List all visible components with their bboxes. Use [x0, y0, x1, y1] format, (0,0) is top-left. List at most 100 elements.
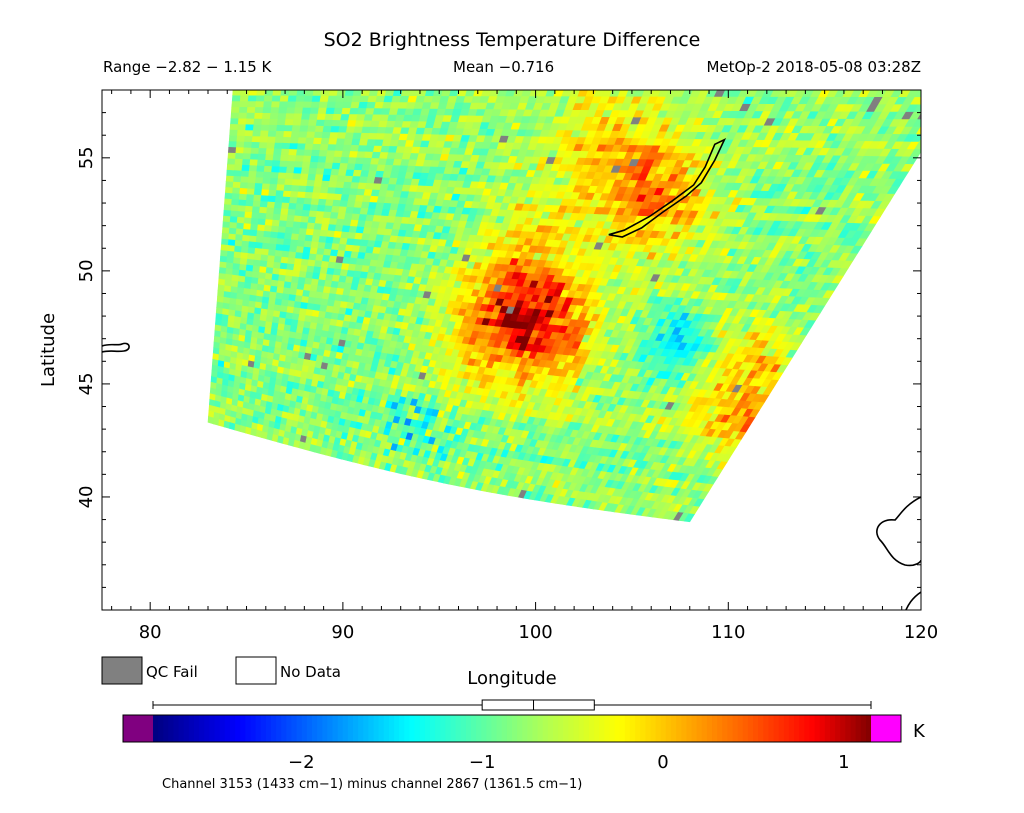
heatmap-cell [228, 141, 238, 148]
heatmap-cell [315, 119, 326, 127]
heatmap-cell [219, 255, 228, 264]
heatmap-cell [352, 90, 363, 97]
heatmap-cell [307, 216, 317, 224]
heatmap-cell [234, 245, 243, 254]
heatmap-cell [230, 106, 241, 114]
heatmap-cell [234, 158, 244, 166]
heatmap-cell [288, 251, 297, 259]
heatmap-cell [916, 112, 921, 120]
heatmap-cell [316, 204, 326, 213]
heatmap-cell [224, 192, 233, 200]
heatmap-cell [278, 274, 287, 283]
heatmap-cell [263, 95, 274, 102]
heatmap-cell [251, 141, 261, 149]
heatmap-cell [294, 101, 305, 109]
heatmap-cell [260, 254, 269, 262]
heatmap-cell [237, 205, 247, 213]
heatmap-cell [335, 138, 346, 146]
heatmap-cell [263, 284, 272, 293]
heatmap-cell [257, 218, 267, 226]
heatmap-cell [303, 197, 313, 206]
heatmap-cell [246, 258, 255, 267]
heatmap-cell [279, 95, 290, 103]
heatmap-cell [277, 113, 287, 120]
heatmap-cell [263, 165, 273, 173]
heatmap-cell [299, 222, 309, 230]
heatmap-cell [232, 187, 241, 195]
heatmap-cell [257, 153, 267, 161]
heatmap-cell [232, 181, 242, 189]
heatmap-cell [270, 172, 280, 180]
heatmap-cell [947, 90, 960, 97]
heatmap-cell [233, 175, 242, 183]
heatmap-cell [273, 255, 283, 264]
heatmap-cell [246, 106, 256, 114]
heatmap-cell [242, 229, 251, 237]
heatmap-cell [259, 136, 269, 144]
heatmap-cell [306, 131, 316, 139]
heatmap-cell [297, 276, 307, 285]
heatmap-cell [255, 101, 265, 108]
heatmap-cell [269, 118, 279, 126]
heatmap-cell [235, 228, 244, 236]
heatmap-cell [345, 126, 356, 134]
heatmap-cell [283, 232, 293, 241]
heatmap-cell [286, 263, 295, 271]
heatmap-cell [275, 190, 285, 198]
heatmap-cell [917, 99, 921, 106]
heatmap-cell [332, 113, 343, 121]
heatmap-cell [226, 256, 235, 264]
heatmap-cell [334, 144, 345, 152]
heatmap-cell [314, 174, 324, 182]
heatmap-cell [283, 238, 292, 247]
heatmap-cell [259, 206, 268, 214]
heatmap-cell [286, 101, 297, 109]
heatmap-cell [243, 223, 252, 231]
heatmap-cell [317, 198, 327, 207]
heatmap-cell [260, 130, 270, 138]
heatmap-cell [232, 90, 242, 97]
heatmap-cell [240, 176, 250, 184]
heatmap-cell [220, 244, 229, 252]
heatmap-cell [233, 170, 243, 178]
heatmap-cell [261, 189, 270, 197]
heatmap-cell [310, 101, 321, 109]
heatmap-cell [328, 181, 338, 189]
heatmap-cell [924, 127, 937, 135]
heatmap-cell [239, 182, 249, 190]
heatmap-cell [260, 195, 269, 203]
heatmap-cell [281, 250, 290, 259]
heatmap-cell [273, 148, 283, 156]
heatmap-cell [325, 156, 335, 164]
heatmap-cell [247, 247, 256, 255]
heatmap-cell [238, 112, 248, 120]
heatmap-cell [938, 105, 951, 112]
heatmap-cell [252, 124, 262, 132]
heatmap-cell [915, 126, 921, 135]
heatmap-cell [228, 227, 237, 235]
heatmap-cell [255, 95, 266, 103]
heatmap-cell [240, 170, 250, 178]
heatmap-cell [262, 177, 272, 185]
heatmap-cell [230, 112, 240, 120]
heatmap-cell [298, 185, 308, 193]
heatmap-cell [223, 204, 232, 212]
heatmap-cell [284, 119, 294, 126]
heatmap-cell [255, 236, 264, 244]
heatmap-cell [273, 142, 284, 150]
heatmap-cell [914, 141, 921, 150]
heatmap-cell [239, 263, 248, 272]
heatmap-cell [288, 90, 298, 97]
heatmap-cell [285, 166, 295, 174]
heatmap-cell [298, 270, 308, 279]
heatmap-cell [249, 229, 258, 237]
heatmap-cell [248, 165, 258, 173]
heatmap-cell [268, 183, 278, 191]
heatmap-cell [289, 191, 299, 199]
heatmap-cell [261, 183, 271, 191]
heatmap-cell [238, 269, 247, 278]
heatmap-cell [277, 172, 287, 180]
heatmap-cell [282, 244, 291, 253]
heatmap-cell [278, 220, 288, 228]
heatmap-cell [291, 227, 301, 235]
